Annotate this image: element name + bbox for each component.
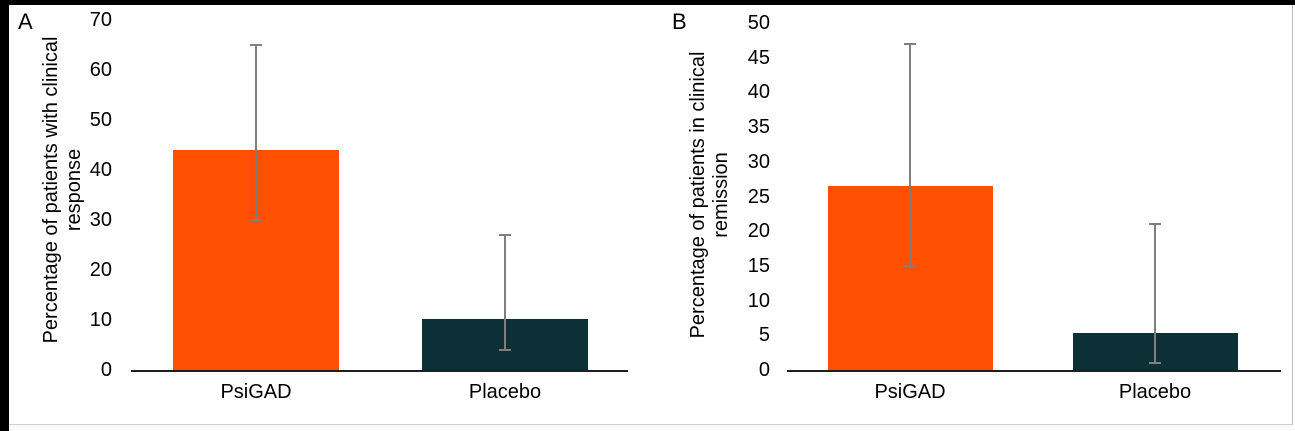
y-tick-label-40: 40 [89, 159, 112, 181]
y-tick-label-10: 10 [89, 309, 112, 331]
category-label-placebo: Placebo [1118, 381, 1192, 403]
y-tick-label-60: 60 [89, 59, 112, 81]
y-tick-label-10: 10 [747, 289, 770, 312]
panel-a-letter: A [18, 9, 33, 34]
category-label-psigad: PsiGAD [220, 381, 292, 403]
y-tick-label-50: 50 [747, 12, 770, 34]
error-bar-cap-top-placebo [1149, 223, 1161, 226]
panel-b-letter: B [672, 9, 687, 34]
y-tick-label-50: 50 [89, 109, 112, 131]
y-tick-label-35: 35 [747, 116, 770, 139]
y-tick-label-0: 0 [100, 359, 112, 381]
error-bar-line-psigad [255, 45, 257, 220]
error-bar-cap-bottom-placebo [1149, 362, 1161, 365]
y-tick-label-30: 30 [89, 209, 112, 231]
error-bar-cap-bottom-psigad [904, 264, 916, 267]
y-tick-label-15: 15 [747, 254, 770, 277]
frame-right-hairline [1292, 5, 1293, 425]
frame-right-strip [1293, 5, 1295, 431]
error-bar-line-placebo [1154, 224, 1156, 364]
panel-a: A Percentage of patients with clinical re… [9, 5, 1293, 424]
y-tick-label-70: 70 [89, 9, 112, 31]
error-bar-line-placebo [504, 235, 506, 350]
y-tick-label-40: 40 [747, 81, 770, 104]
error-bar-cap-top-placebo [499, 234, 511, 236]
error-bar-cap-top-psigad [250, 44, 262, 46]
y-tick-label-45: 45 [747, 46, 770, 69]
category-label-placebo: Placebo [468, 381, 542, 403]
category-label-psigad: PsiGAD [874, 381, 946, 403]
y-tick-label-20: 20 [747, 220, 770, 243]
frame-bottom-hairline [9, 424, 1293, 425]
panel-b: B Percentage of patients in clinical remi… [9, 5, 1293, 424]
frame-bottom-strip [9, 425, 1295, 431]
error-bar-cap-bottom-placebo [499, 349, 511, 351]
y-tick-label-0: 0 [758, 359, 770, 381]
error-bar-cap-top-psigad [904, 42, 916, 45]
error-bar-line-psigad [909, 43, 911, 266]
x-axis-line [131, 370, 628, 372]
y-tick-label-5: 5 [758, 324, 770, 347]
x-axis-line [787, 370, 1281, 372]
y-tick-label-25: 25 [747, 185, 770, 208]
y-tick-label-20: 20 [89, 259, 112, 281]
y-tick-label-30: 30 [747, 150, 770, 173]
error-bar-cap-bottom-psigad [250, 219, 262, 221]
chart-card: A Percentage of patients with clinical re… [9, 5, 1293, 424]
